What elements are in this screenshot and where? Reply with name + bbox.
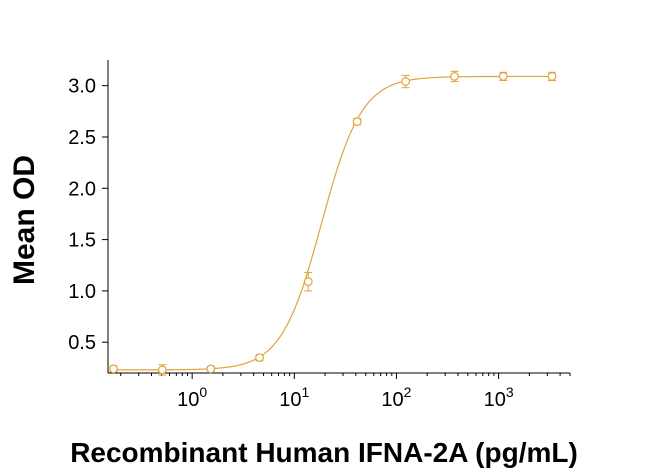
- y-tick-label: 3.0: [68, 76, 96, 98]
- x-tick-label: 101: [279, 384, 309, 411]
- data-points: [109, 70, 557, 376]
- x-axis-title: Recombinant Human IFNA-2A (pg/mL): [70, 437, 578, 468]
- data-point: [352, 117, 362, 126]
- point-marker: [157, 365, 167, 375]
- point-marker: [547, 72, 557, 81]
- y-tick-label: 1.0: [68, 281, 96, 303]
- x-axis-ticks: 100 101 102 103: [120, 373, 571, 411]
- data-point: [401, 74, 411, 89]
- data-point: [255, 353, 264, 363]
- y-tick-label: 2.5: [68, 127, 96, 149]
- point-marker: [255, 353, 264, 363]
- data-point: [450, 70, 459, 83]
- point-marker: [450, 72, 459, 81]
- data-point: [206, 364, 216, 374]
- y-axis-title: Mean OD: [8, 155, 41, 285]
- y-tick-label: 0.5: [68, 332, 96, 354]
- point-marker: [401, 77, 411, 86]
- data-point: [109, 364, 118, 374]
- point-marker: [206, 364, 216, 374]
- fit-curve: [113, 75, 553, 371]
- point-marker: [352, 117, 362, 126]
- y-tick-label: 2.0: [68, 178, 96, 200]
- x-tick-label: 102: [381, 384, 411, 411]
- point-marker: [109, 364, 118, 374]
- y-axis-ticks: 0.5 1.0 1.5 2.0 2.5 3.0: [68, 76, 108, 354]
- x-tick-label: 103: [484, 384, 514, 411]
- data-point: [547, 71, 557, 82]
- data-point: [157, 364, 167, 376]
- point-marker: [303, 277, 313, 287]
- y-tick-label: 1.5: [68, 230, 96, 252]
- x-tick-label: 100: [177, 384, 207, 411]
- point-marker: [498, 72, 508, 81]
- data-point: [303, 271, 313, 292]
- data-point: [498, 71, 508, 82]
